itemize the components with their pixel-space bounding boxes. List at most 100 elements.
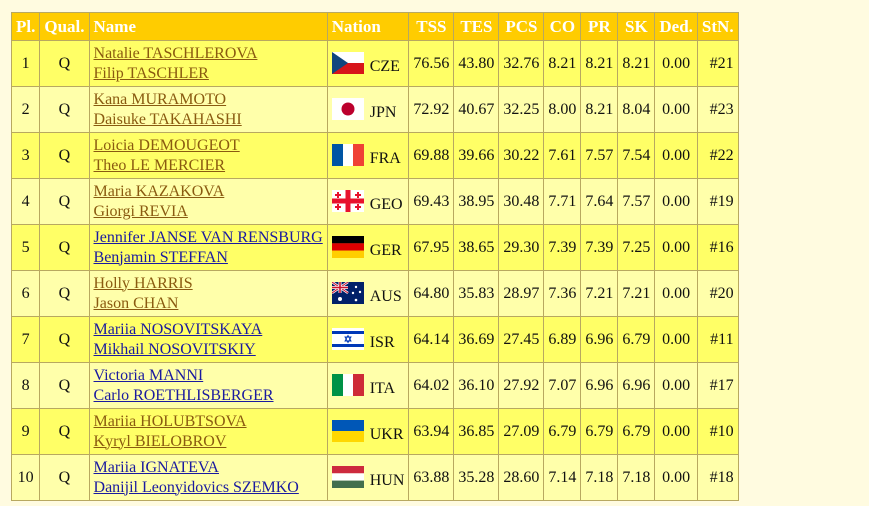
pr: 7.64 — [580, 178, 619, 225]
skater-link[interactable]: Mariia IGNATEVA — [93, 458, 219, 476]
flag — [331, 373, 364, 396]
column-header: Qual. — [39, 12, 90, 41]
co: 7.07 — [543, 362, 582, 409]
pr: 7.39 — [580, 224, 619, 271]
pr: 6.96 — [580, 362, 619, 409]
start-number: #11 — [696, 316, 739, 363]
tes: 38.65 — [453, 224, 500, 271]
start-number: #19 — [696, 178, 739, 225]
skater-link[interactable]: Mariia HOLUBTSOVA — [93, 412, 247, 430]
skater-link[interactable]: Holly HARRIS — [93, 274, 193, 292]
start-number: #16 — [696, 224, 739, 271]
nation-code: GEO — [369, 195, 403, 213]
nation-cell: ISR — [326, 316, 410, 363]
skater-link[interactable]: Maria KAZAKOVA — [93, 182, 225, 200]
flag — [331, 51, 364, 74]
skater-link[interactable]: Carlo ROETHLISBERGER — [93, 386, 274, 404]
skater-link[interactable]: Danijil Leonyidovics SZEMKO — [93, 478, 299, 496]
sk: 7.54 — [617, 132, 656, 179]
deductions: 0.00 — [654, 408, 698, 455]
pcs: 32.76 — [498, 40, 545, 87]
pcs: 29.30 — [498, 224, 545, 271]
tss: 63.94 — [408, 408, 455, 455]
tss: 64.80 — [408, 270, 455, 317]
qualification: Q — [39, 454, 90, 501]
result-row: 8 Q Victoria MANNI Carlo ROETHLISBERGER ITA 6… — [10, 362, 739, 409]
results-table: Pl. Qual. Name Nation TSS TES PCS CO PR SK Ded. StN… — [10, 12, 739, 501]
start-number: #17 — [696, 362, 739, 409]
column-header: TES — [453, 12, 500, 41]
column-header: SK — [617, 12, 656, 41]
nation-cell: GEO — [326, 178, 410, 225]
tss: 69.43 — [408, 178, 455, 225]
nation-code: JPN — [369, 103, 397, 121]
pcs: 28.60 — [498, 454, 545, 501]
place: 7 — [10, 316, 41, 363]
pcs: 27.92 — [498, 362, 545, 409]
place: 9 — [10, 408, 41, 455]
start-number: #21 — [696, 40, 739, 87]
skater-link[interactable]: Jennifer JANSE VAN RENSBURG — [93, 228, 323, 246]
skater-link[interactable]: Mikhail NOSOVITSKIY — [93, 340, 256, 358]
co: 7.36 — [543, 270, 582, 317]
skater-link[interactable]: Daisuke TAKAHASHI — [93, 110, 242, 128]
skater-link[interactable]: Victoria MANNI — [93, 366, 204, 384]
tss: 76.56 — [408, 40, 455, 87]
sk: 7.25 — [617, 224, 656, 271]
sk: 8.04 — [617, 86, 656, 133]
co: 7.61 — [543, 132, 582, 179]
sk: 7.57 — [617, 178, 656, 225]
pcs: 27.45 — [498, 316, 545, 363]
column-header: PR — [580, 12, 619, 41]
place: 10 — [10, 454, 41, 501]
table-body: 1 Q Natalie TASCHLEROVA Filip TASCHLER CZE 76… — [10, 40, 739, 501]
skater-link[interactable]: Kana MURAMOTO — [93, 90, 227, 108]
qualification: Q — [39, 316, 90, 363]
qualification: Q — [39, 178, 90, 225]
name-cell: Jennifer JANSE VAN RENSBURG Benjamin STEF… — [88, 224, 328, 271]
tss: 64.02 — [408, 362, 455, 409]
pcs: 30.22 — [498, 132, 545, 179]
skater-link[interactable]: Kyryl BIELOBROV — [93, 432, 227, 450]
skater-link[interactable]: Jason CHAN — [93, 294, 179, 312]
start-number: #20 — [696, 270, 739, 317]
name-cell: Kana MURAMOTO Daisuke TAKAHASHI — [88, 86, 328, 133]
start-number: #18 — [696, 454, 739, 501]
flag — [331, 327, 364, 350]
column-header: CO — [543, 12, 582, 41]
flag — [331, 280, 364, 304]
nation-cell: UKR — [326, 408, 410, 455]
flag — [331, 235, 364, 258]
tes: 36.69 — [453, 316, 500, 363]
nation-cell: AUS — [326, 270, 410, 317]
place: 2 — [10, 86, 41, 133]
skater-link[interactable]: Mariia NOSOVITSKAYA — [93, 320, 263, 338]
qualification: Q — [39, 362, 90, 409]
skater-link[interactable]: Loicia DEMOUGEOT — [93, 136, 240, 154]
co: 8.21 — [543, 40, 582, 87]
pr: 7.57 — [580, 132, 619, 179]
column-header: StN. — [696, 12, 739, 41]
tss: 72.92 — [408, 86, 455, 133]
pcs: 27.09 — [498, 408, 545, 455]
start-number: #23 — [696, 86, 739, 133]
skater-link[interactable]: Theo LE MERCIER — [93, 156, 226, 174]
pcs: 32.25 — [498, 86, 545, 133]
result-row: 4 Q Maria KAZAKOVA Giorgi REVIA GEO 69.43 38.9… — [10, 178, 739, 225]
nation-code: HUN — [369, 471, 405, 489]
tes: 39.66 — [453, 132, 500, 179]
pcs: 30.48 — [498, 178, 545, 225]
sk: 8.21 — [617, 40, 656, 87]
deductions: 0.00 — [654, 86, 698, 133]
skater-link[interactable]: Benjamin STEFFAN — [93, 248, 228, 266]
tes: 36.10 — [453, 362, 500, 409]
tss: 67.95 — [408, 224, 455, 271]
skater-link[interactable]: Giorgi REVIA — [93, 202, 188, 220]
column-header: Ded. — [654, 12, 698, 41]
skater-link[interactable]: Filip TASCHLER — [93, 64, 209, 82]
skater-link[interactable]: Natalie TASCHLEROVA — [93, 44, 258, 62]
place: 3 — [10, 132, 41, 179]
flag — [331, 419, 364, 442]
nation-code: AUS — [369, 287, 402, 305]
column-header: Nation — [326, 12, 410, 41]
